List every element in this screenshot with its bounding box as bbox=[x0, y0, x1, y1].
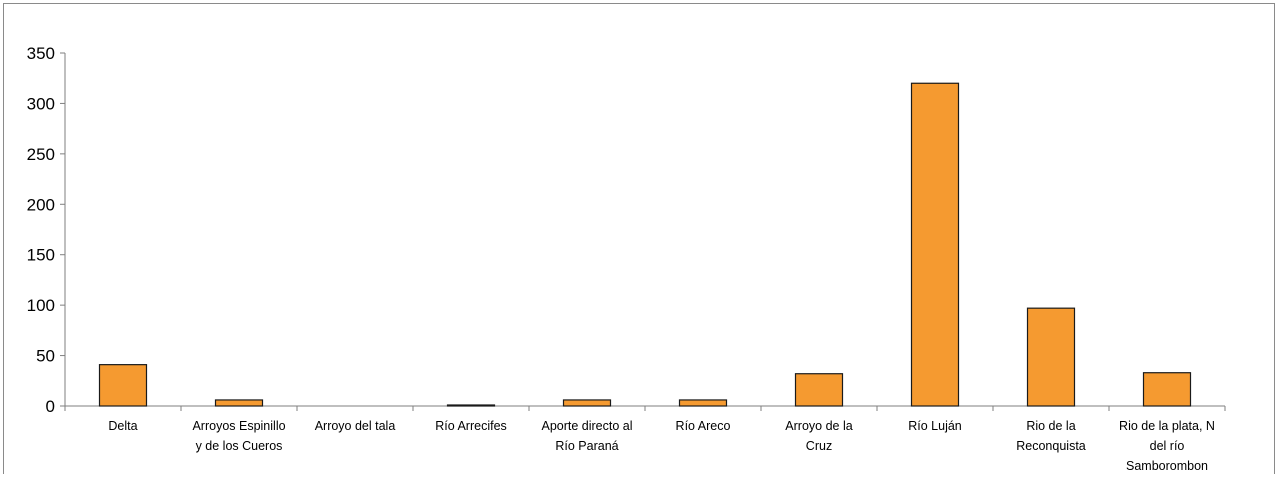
y-tick-label: 100 bbox=[27, 296, 55, 315]
bar bbox=[446, 404, 496, 407]
x-tick-label: Arroyos Espinillo bbox=[192, 419, 285, 433]
x-tick-label: Aporte directo al bbox=[541, 419, 632, 433]
x-tick-label: Rio de la plata, N bbox=[1119, 419, 1215, 433]
y-tick-label: 150 bbox=[27, 246, 55, 265]
bar bbox=[1026, 307, 1076, 407]
bar bbox=[1142, 372, 1192, 407]
bar bbox=[678, 399, 728, 407]
y-tick-label: 0 bbox=[46, 397, 55, 416]
x-tick-label: Río Areco bbox=[676, 419, 731, 433]
x-tick-label: Arroyo de la bbox=[785, 419, 852, 433]
bar bbox=[794, 373, 844, 407]
x-tick-label: Samborombon bbox=[1126, 459, 1208, 473]
x-tick-label: y de los Cueros bbox=[196, 439, 283, 453]
y-tick-label: 350 bbox=[27, 44, 55, 63]
x-tick-label: Río Paraná bbox=[555, 439, 618, 453]
x-tick-label: Rio de la bbox=[1026, 419, 1075, 433]
bar bbox=[562, 399, 612, 407]
chart-frame bbox=[3, 3, 1275, 474]
y-tick-label: 300 bbox=[27, 94, 55, 113]
x-tick-label: Reconquista bbox=[1016, 439, 1086, 453]
x-tick-label: del río bbox=[1150, 439, 1185, 453]
bar bbox=[214, 399, 264, 407]
y-tick-label: 250 bbox=[27, 145, 55, 164]
x-tick-label: Arroyo del tala bbox=[315, 419, 396, 433]
bar bbox=[98, 364, 148, 407]
x-tick-label: Cruz bbox=[806, 439, 832, 453]
y-tick-label: 50 bbox=[36, 347, 55, 366]
x-tick-label: Delta bbox=[108, 419, 137, 433]
x-tick-label: Río Arrecifes bbox=[435, 419, 507, 433]
y-tick-label: 200 bbox=[27, 195, 55, 214]
bar bbox=[910, 82, 960, 407]
x-tick-label: Río Luján bbox=[908, 419, 962, 433]
